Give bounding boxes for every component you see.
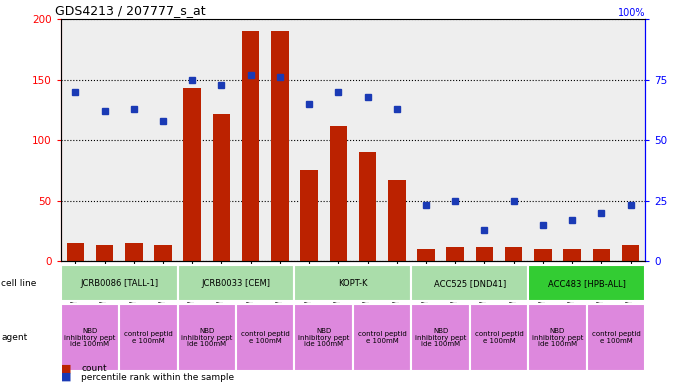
Text: JCRB0086 [TALL-1]: JCRB0086 [TALL-1] [80,279,158,288]
Bar [66,243,84,261]
Bar [271,31,288,261]
Bar [61,304,119,371]
Bar [470,304,529,371]
Text: control peptid
e 100mM: control peptid e 100mM [591,331,640,344]
Bar [388,180,406,261]
Text: control peptid
e 100mM: control peptid e 100mM [475,331,524,344]
Text: percentile rank within the sample: percentile rank within the sample [81,373,235,382]
Bar [177,265,295,301]
Bar [593,249,610,261]
Bar [505,247,522,261]
Text: NBD
inhibitory pept
ide 100mM: NBD inhibitory pept ide 100mM [298,328,349,347]
Text: cell line: cell line [1,279,37,288]
Bar [125,243,143,261]
Text: JCRB0033 [CEM]: JCRB0033 [CEM] [201,279,270,288]
Bar [359,152,376,261]
Bar [177,304,236,371]
Text: ACC483 [HPB-ALL]: ACC483 [HPB-ALL] [548,279,626,288]
Text: NBD
inhibitory pept
ide 100mM: NBD inhibitory pept ide 100mM [64,328,116,347]
Bar [330,126,347,261]
Text: control peptid
e 100mM: control peptid e 100mM [124,331,172,344]
Text: NBD
inhibitory pept
ide 100mM: NBD inhibitory pept ide 100mM [181,328,233,347]
Bar [300,170,318,261]
Bar [96,245,113,261]
Bar [534,249,551,261]
Text: count: count [81,364,107,373]
Text: ■: ■ [61,363,71,373]
Text: control peptid
e 100mM: control peptid e 100mM [358,331,406,344]
Text: control peptid
e 100mM: control peptid e 100mM [241,331,290,344]
Bar [353,304,411,371]
Bar [529,265,645,301]
Bar [213,114,230,261]
Text: NBD
inhibitory pept
ide 100mM: NBD inhibitory pept ide 100mM [532,328,583,347]
Text: GDS4213 / 207777_s_at: GDS4213 / 207777_s_at [55,3,206,17]
Bar [586,304,645,371]
Bar [563,249,581,261]
Bar [184,88,201,261]
Bar [61,265,177,301]
Bar [622,245,640,261]
Bar [295,265,411,301]
Text: NBD
inhibitory pept
ide 100mM: NBD inhibitory pept ide 100mM [415,328,466,347]
Bar [295,304,353,371]
Bar [119,304,177,371]
Bar [155,245,172,261]
Bar [411,265,529,301]
Bar [236,304,295,371]
Text: ■: ■ [61,372,71,382]
Bar [475,247,493,261]
Text: agent: agent [1,333,28,342]
Text: ACC525 [DND41]: ACC525 [DND41] [434,279,506,288]
Bar [411,304,470,371]
Text: KOPT-K: KOPT-K [338,279,368,288]
Bar [446,247,464,261]
Text: 100%: 100% [618,8,645,18]
Bar [529,304,586,371]
Bar [417,249,435,261]
Bar [242,31,259,261]
